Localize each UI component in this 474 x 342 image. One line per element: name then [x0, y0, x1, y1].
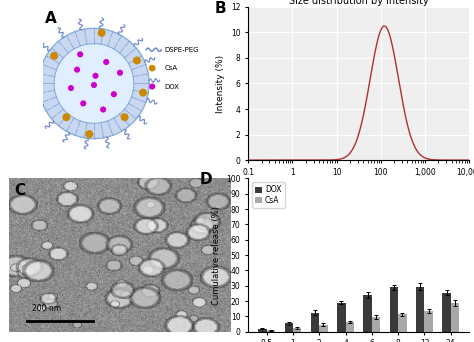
- Bar: [293, 328, 301, 332]
- Bar: [267, 330, 275, 332]
- Circle shape: [92, 73, 99, 79]
- Circle shape: [117, 70, 123, 76]
- Circle shape: [63, 113, 70, 121]
- Circle shape: [103, 59, 109, 65]
- Bar: [398, 314, 407, 332]
- Bar: [390, 287, 398, 332]
- Bar: [284, 323, 293, 332]
- Y-axis label: Intensity (%): Intensity (%): [217, 54, 226, 113]
- Circle shape: [133, 56, 141, 64]
- Circle shape: [98, 29, 106, 37]
- Bar: [311, 313, 319, 332]
- Circle shape: [50, 52, 58, 60]
- Text: C: C: [14, 183, 25, 198]
- Circle shape: [149, 65, 155, 71]
- Bar: [258, 329, 267, 332]
- Bar: [425, 311, 433, 332]
- Circle shape: [85, 130, 93, 138]
- Bar: [346, 322, 354, 332]
- Text: CsA: CsA: [164, 65, 178, 71]
- Circle shape: [120, 113, 128, 121]
- Circle shape: [91, 82, 97, 88]
- Circle shape: [139, 89, 147, 97]
- Circle shape: [68, 85, 74, 91]
- Circle shape: [77, 51, 83, 57]
- Bar: [442, 293, 451, 332]
- Text: A: A: [45, 11, 57, 26]
- Title: Size distribution by intensity: Size distribution by intensity: [289, 0, 428, 6]
- Circle shape: [100, 106, 106, 113]
- Circle shape: [80, 100, 86, 106]
- Text: DOX: DOX: [164, 83, 179, 90]
- Circle shape: [74, 67, 80, 73]
- Text: D: D: [200, 172, 212, 187]
- Legend: DOX, CsA: DOX, CsA: [252, 182, 284, 208]
- Bar: [337, 303, 346, 332]
- X-axis label: Size (d.nm): Size (d.nm): [333, 182, 384, 191]
- Bar: [364, 295, 372, 332]
- Circle shape: [54, 44, 134, 123]
- Circle shape: [149, 83, 155, 90]
- Text: 200 nm: 200 nm: [32, 304, 61, 313]
- Text: B: B: [215, 1, 227, 16]
- Bar: [451, 303, 459, 332]
- Circle shape: [111, 91, 117, 97]
- Circle shape: [39, 28, 149, 139]
- Y-axis label: Cumulative release (%): Cumulative release (%): [211, 206, 220, 304]
- Bar: [372, 317, 380, 332]
- Bar: [319, 325, 328, 332]
- Text: DSPE-PEG: DSPE-PEG: [164, 47, 199, 53]
- Bar: [416, 287, 425, 332]
